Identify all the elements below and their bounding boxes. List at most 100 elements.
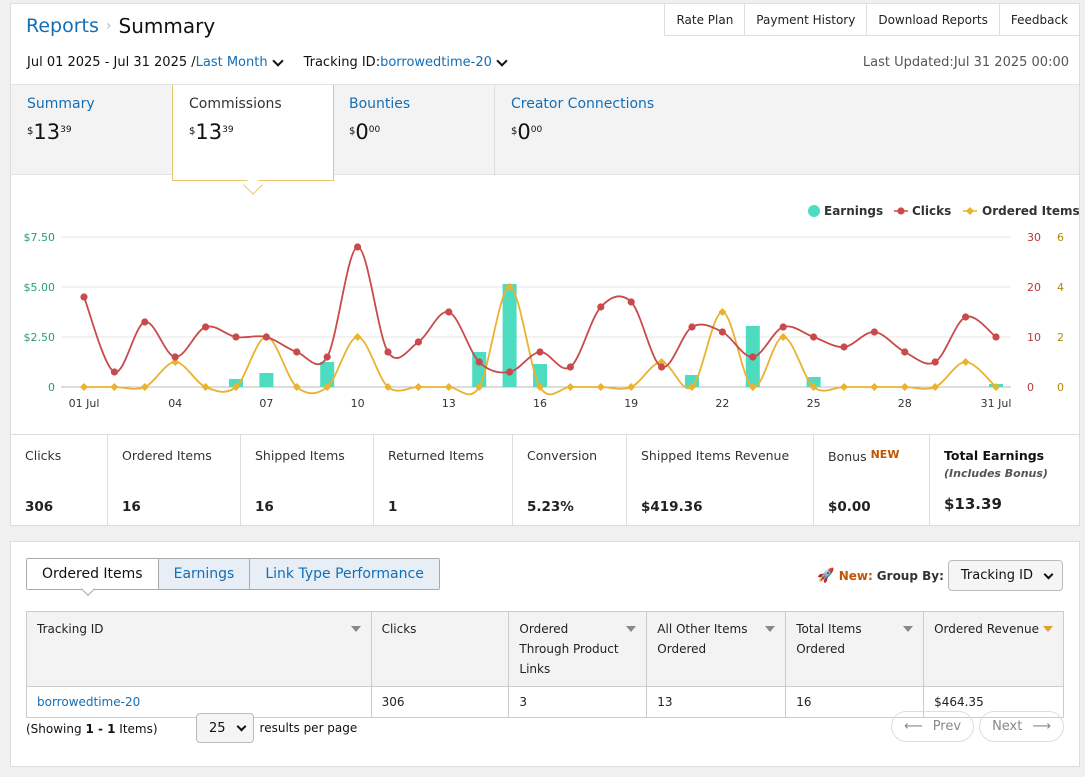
metric-label: Clicks (25, 448, 62, 463)
clicks-point (232, 333, 240, 341)
tracking-id-label: Tracking ID: (303, 55, 381, 70)
ordered-items-point (627, 383, 636, 391)
per-page-select[interactable]: 25 (196, 713, 254, 743)
sort-desc-icon[interactable] (1043, 626, 1053, 632)
metric-shipped-items: Shipped Items 16 (241, 435, 374, 526)
ordered-items-point (140, 383, 149, 391)
x-axis-tick: 28 (898, 397, 912, 410)
breadcrumb-reports-link[interactable]: Reports (26, 15, 99, 37)
table-cell: 3 (508, 686, 648, 718)
ordered-items-point (900, 383, 909, 391)
column-header[interactable]: All Other Items Ordered (646, 611, 787, 687)
clicks-point (506, 368, 514, 376)
chevron-down-icon[interactable] (496, 54, 508, 67)
column-header[interactable]: Ordered Revenue (923, 611, 1064, 687)
legend-earnings-label: Earnings (824, 204, 883, 218)
left-axis-tick: $7.50 (24, 231, 56, 244)
clicks-point (597, 303, 605, 311)
showing-suffix: Items) (115, 722, 158, 736)
tab-link-type-performance[interactable]: Link Type Performance (249, 559, 439, 589)
ordered-items-point (475, 383, 484, 391)
metric-label: Conversion (527, 448, 598, 463)
next-button[interactable]: Next ⟶ (979, 711, 1064, 742)
next-label: Next (992, 719, 1023, 734)
tab-earnings[interactable]: Earnings (157, 559, 250, 589)
per-page-label: results per page (259, 721, 358, 735)
summary-tabs: Summary $ 13 39 Commissions $ 13 39 Boun… (11, 84, 1079, 181)
column-header[interactable]: Ordered Through Product Links (508, 611, 648, 687)
clicks-point (718, 328, 727, 336)
ordered-items-line (84, 286, 997, 396)
ordered-items-point (961, 358, 970, 366)
earnings-chart: 0 0 0 $2.50 10 2 $5.00 20 4 $7.50 30 6 01 Jul 04 07 10 1… (24, 204, 1080, 410)
amount-currency: $ (349, 126, 356, 137)
amount-currency: $ (511, 126, 518, 137)
sort-icon[interactable] (626, 626, 637, 632)
ordered-items-point (809, 383, 818, 391)
amount-integer: 0 (517, 120, 531, 144)
ordered-items-point (384, 383, 392, 391)
tab-commissions[interactable]: Commissions $ 13 39 (172, 85, 334, 181)
amount-integer: 13 (33, 120, 61, 144)
tab-creator-connections[interactable]: Creator Connections $ 0 00 (494, 85, 694, 176)
tab-amount: $ 0 00 (511, 121, 694, 143)
sort-icon[interactable] (903, 626, 914, 632)
table-row: borrowedtime-20 306 3 13 16 $464.35 (26, 686, 1064, 718)
tab-summary[interactable]: Summary $ 13 39 (11, 85, 173, 176)
clicks-point (840, 343, 848, 351)
earnings-bar (502, 284, 517, 387)
legend-ordered-items-label: Ordered Items (982, 204, 1079, 218)
tab-amount: $ 0 00 (349, 121, 495, 143)
metric-label: Bonus NEW (828, 448, 929, 464)
sort-icon[interactable] (765, 626, 776, 632)
metric-value: $13.39 (944, 495, 1002, 513)
earnings-bar (685, 375, 699, 387)
new-label: New: (838, 568, 873, 583)
tab-amount: $ 13 39 (189, 121, 333, 143)
ordered-items-point (870, 383, 879, 391)
ordered-items-point (444, 383, 453, 391)
tab-amount: $ 13 39 (27, 121, 173, 143)
x-axis-tick: 01 Jul (69, 397, 100, 410)
amount-decimal: 00 (368, 125, 381, 135)
ordered-items-point (840, 383, 848, 391)
clicks-point (384, 348, 392, 356)
report-tabs: Ordered Items Earnings Link Type Perform… (26, 558, 440, 590)
metric-value: 16 (122, 499, 141, 515)
tab-label: Bounties (349, 96, 411, 112)
x-axis-tick: 10 (351, 397, 365, 410)
amount-currency: $ (189, 126, 196, 137)
column-header[interactable]: Total Items Ordered (785, 611, 925, 687)
clicks-point (293, 348, 301, 356)
date-preset-dropdown[interactable]: Last Month (195, 55, 268, 70)
metric-label-text: Bonus (828, 449, 867, 464)
sort-icon[interactable] (350, 626, 361, 632)
x-axis-tick: 22 (715, 397, 729, 410)
clicks-point (475, 358, 483, 366)
tab-bounties[interactable]: Bounties $ 0 00 (333, 85, 495, 176)
x-axis-tick: 31 Jul (981, 397, 1012, 410)
showing-count: (Showing 1 - 1 Items) (26, 722, 158, 736)
prev-button[interactable]: ⟵ Prev (891, 711, 975, 742)
feedback-link[interactable]: Feedback (998, 4, 1079, 36)
clicks-axis-tick: 10 (1027, 331, 1041, 344)
column-header[interactable]: Tracking ID (26, 611, 372, 687)
rate-plan-link[interactable]: Rate Plan (664, 4, 745, 36)
clicks-point (992, 333, 1000, 341)
payment-history-link[interactable]: Payment History (744, 4, 867, 36)
metric-ordered-items: Ordered Items 16 (108, 435, 241, 526)
ordered-items-point (201, 383, 210, 391)
date-range: Jul 01 2025 - Jul 31 2025 / (27, 55, 196, 70)
chevron-down-icon[interactable] (271, 54, 284, 67)
ordered-items-point (323, 383, 332, 391)
download-reports-link[interactable]: Download Reports (866, 4, 999, 36)
ordered-items-point (566, 383, 575, 391)
earnings-bar (472, 352, 487, 387)
tracking-id-link[interactable]: borrowedtime-20 (37, 695, 141, 709)
metric-value: 5.23% (527, 499, 574, 515)
ordered-items-point (505, 283, 514, 291)
tracking-id-dropdown[interactable]: borrowedtime-20 (380, 55, 492, 70)
tab-ordered-items[interactable]: Ordered Items (27, 559, 158, 589)
group-by-select[interactable]: Tracking ID (947, 560, 1063, 591)
table-header-row: Tracking ID Clicks Ordered Through Produ… (26, 611, 1064, 687)
